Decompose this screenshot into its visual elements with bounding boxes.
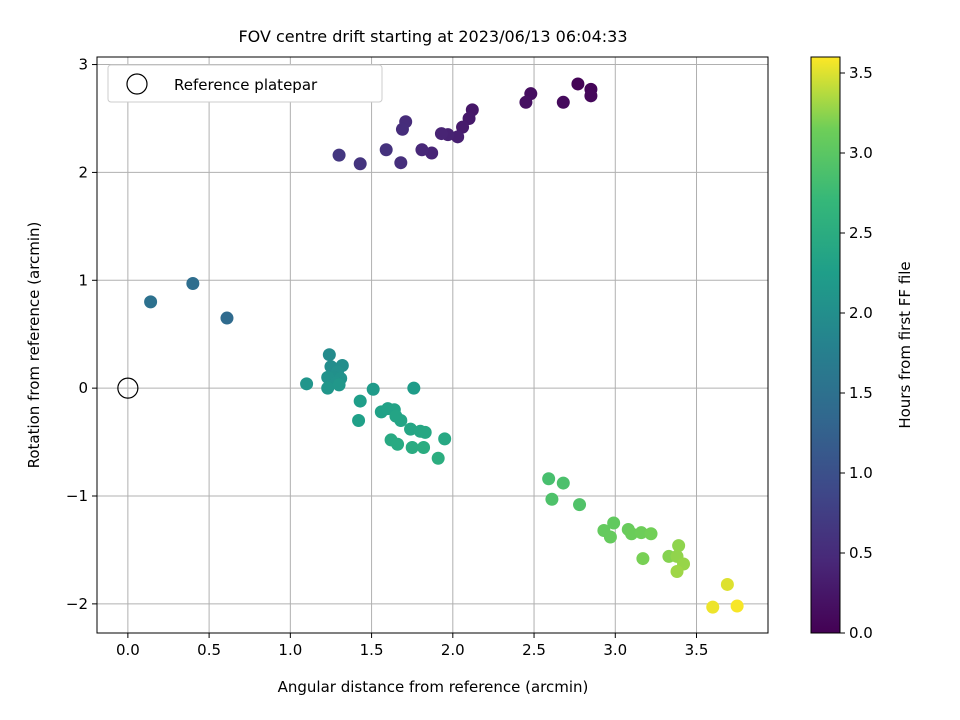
y-axis-label: Rotation from reference (arcmin) [25, 222, 43, 469]
x-axis-ticks: 0.0 0.5 1.0 1.5 2.0 2.5 3.0 3.5 [116, 633, 709, 659]
x-tick-label: 2.5 [522, 641, 546, 659]
data-point [353, 394, 367, 408]
colorbar-tick-label: 2.5 [849, 224, 873, 242]
colorbar-tick-label: 1.5 [849, 384, 873, 402]
data-point [607, 516, 621, 530]
x-axis-label: Angular distance from reference (arcmin) [278, 678, 589, 696]
data-point [556, 95, 570, 109]
data-point [634, 526, 648, 540]
x-tick-label: 1.0 [278, 641, 302, 659]
data-point [220, 311, 234, 325]
data-point [404, 422, 418, 436]
y-tick-label: 0 [78, 379, 88, 397]
data-point [415, 143, 429, 157]
data-point [417, 440, 431, 454]
data-point [625, 527, 639, 541]
data-point [456, 120, 470, 134]
data-point [451, 130, 465, 144]
data-point [405, 440, 419, 454]
data-point [720, 577, 734, 591]
data-point [434, 127, 448, 141]
data-point [644, 527, 658, 541]
data-point [322, 348, 336, 362]
data-point [556, 476, 570, 490]
y-tick-label: 3 [78, 56, 88, 74]
chart-title: FOV centre drift starting at 2023/06/13 … [238, 27, 627, 46]
data-point [545, 492, 559, 506]
data-point [603, 530, 617, 544]
data-point [353, 157, 367, 171]
legend-box [107, 64, 383, 103]
x-tick-label: 3.0 [603, 641, 627, 659]
colorbar-label: Hours from first FF file [896, 261, 914, 428]
y-tick-label: −1 [66, 487, 88, 505]
x-tick-label: 2.0 [441, 641, 465, 659]
data-point [431, 451, 445, 465]
colorbar-tick-label: 3.5 [849, 64, 873, 82]
legend-entry-reference: Reference platepar [174, 76, 318, 94]
colorbar-ticks: 0.0 0.5 1.0 1.5 2.0 2.5 3.0 3.5 [840, 64, 873, 642]
y-tick-label: −2 [66, 595, 88, 613]
data-point [438, 432, 452, 446]
colorbar-tick-label: 3.0 [849, 144, 873, 162]
data-point [730, 599, 744, 613]
x-tick-label: 1.5 [360, 641, 384, 659]
data-point [332, 378, 346, 392]
y-tick-label: 2 [78, 163, 88, 181]
colorbar-tick-label: 0.5 [849, 544, 873, 562]
x-tick-label: 0.5 [197, 641, 221, 659]
grid [97, 57, 768, 633]
data-point [542, 472, 556, 486]
colorbar-tick-label: 2.0 [849, 304, 873, 322]
data-point [300, 377, 314, 391]
data-point [418, 425, 432, 439]
plot-frame [96, 56, 769, 634]
legend-reference-marker [126, 73, 148, 95]
data-point [407, 381, 421, 395]
data-point [332, 148, 346, 162]
data-point [706, 600, 720, 614]
data-point [391, 437, 405, 451]
colorbar-tick-label: 1.0 [849, 464, 873, 482]
data-point [394, 414, 408, 428]
reference-platepar-marker [117, 377, 139, 399]
data-point [636, 552, 650, 566]
data-point [186, 277, 200, 291]
data-point [571, 77, 585, 91]
data-point [672, 539, 686, 553]
data-point [394, 156, 408, 170]
data-point [573, 498, 587, 512]
data-point [395, 122, 409, 136]
data-point [379, 143, 393, 157]
colorbar-tick-label: 0.0 [849, 624, 873, 642]
y-axis-ticks: −2 −1 0 1 2 3 [66, 56, 97, 613]
legend: Reference platepar [107, 64, 383, 103]
data-point [519, 95, 533, 109]
data-point [584, 89, 598, 103]
data-point [321, 381, 335, 395]
data-point [366, 382, 380, 396]
data-point [352, 414, 366, 428]
x-tick-label: 0.0 [116, 641, 140, 659]
data-point [670, 565, 684, 579]
y-tick-label: 1 [78, 271, 88, 289]
colorbar [810, 56, 841, 634]
data-points [117, 77, 744, 614]
data-point [144, 295, 158, 309]
x-tick-label: 3.5 [685, 641, 709, 659]
